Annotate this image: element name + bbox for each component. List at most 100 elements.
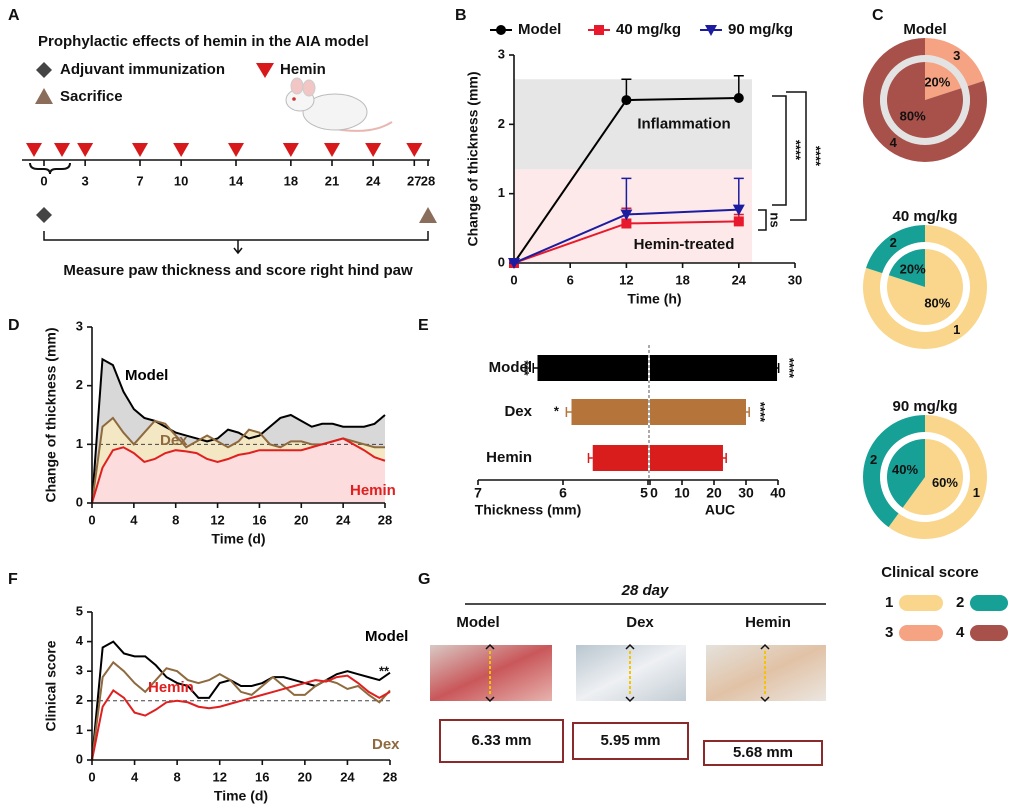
x-tick-label: 16 — [252, 512, 266, 527]
significance: ns — [768, 212, 783, 227]
donut-ring-segment — [866, 225, 925, 274]
series-line — [91, 660, 391, 761]
legend-label: 90 mg/kg — [728, 21, 793, 38]
legend-label: Hemin — [280, 61, 326, 78]
band-label: Hemin-treated — [634, 236, 735, 253]
series-label: Hemin — [148, 679, 194, 696]
error-bar — [621, 177, 632, 215]
y-tick-label: 2 — [76, 377, 83, 392]
day-label: 7 — [136, 173, 143, 188]
marker — [733, 92, 744, 103]
marker — [594, 25, 604, 35]
x-tick-label: 6 — [567, 272, 574, 287]
x2-tick-label: 10 — [674, 485, 690, 501]
x-tick-label: 24 — [732, 272, 747, 287]
legend-label: Adjuvant immunization — [60, 61, 225, 78]
hemin-dose — [173, 143, 190, 157]
series-label: Dex — [372, 736, 400, 753]
error-bar — [733, 177, 744, 210]
x-tick-label: 0 — [88, 512, 95, 527]
x2-tick-label: 0 — [650, 485, 658, 501]
x-tick-label: 12 — [210, 512, 224, 527]
day-label: 0 — [40, 173, 47, 188]
bar — [537, 355, 648, 381]
day-label: 3 — [82, 173, 89, 188]
legend-label: 40 mg/kg — [616, 21, 681, 38]
ring-label: 1 — [973, 485, 980, 500]
category-label: Hemin — [486, 449, 532, 466]
timeline-caption: Measure paw thickness and score right hi… — [63, 262, 413, 279]
measurement: 5.95 mm — [600, 732, 660, 749]
area-fill — [92, 438, 385, 503]
donut-title: 90 mg/kg — [892, 398, 957, 415]
x-tick-label: 20 — [298, 769, 312, 784]
significance: **** — [809, 146, 824, 167]
ring-gap — [880, 432, 970, 522]
donut-ring-segment — [888, 415, 987, 539]
significance: **** — [789, 140, 804, 161]
measurement: 6.33 mm — [471, 732, 531, 749]
value-label: 60% — [932, 475, 958, 490]
pie-slice — [902, 439, 964, 515]
series-line — [91, 640, 391, 761]
hemin-icon — [256, 63, 274, 78]
day-label: 21 — [325, 173, 339, 188]
significance: **** — [753, 402, 768, 423]
photo-title: 28 day — [621, 582, 669, 599]
legend-swatch — [899, 595, 943, 611]
series-label: Hemin — [350, 482, 396, 499]
column-label: Dex — [626, 614, 654, 631]
column-label: Hemin — [745, 614, 791, 631]
measurement-box — [572, 722, 689, 760]
x-tick-label: 16 — [255, 769, 269, 784]
x2-tick-label: 20 — [706, 485, 722, 501]
panel-label: E — [418, 317, 429, 334]
y-tick-label: 0 — [76, 494, 83, 509]
significance: **** — [782, 358, 797, 379]
x-tick-label: 24 — [336, 512, 351, 527]
ring-gap — [880, 242, 970, 332]
error-bar — [746, 407, 750, 417]
x-axis-title: Time (h) — [627, 291, 681, 307]
panel-label: A — [8, 7, 20, 24]
measure-caret — [760, 643, 770, 703]
sacrifice-mark — [419, 207, 437, 223]
marker — [705, 25, 717, 36]
donut-title: Model — [903, 21, 946, 38]
marker — [508, 258, 520, 269]
x-tick-label: 0 — [88, 769, 95, 784]
significance: * — [554, 403, 560, 418]
hemin-dose — [324, 143, 340, 157]
x-tick-label: 28 — [383, 769, 397, 784]
value-label: 40% — [892, 462, 918, 477]
brace — [29, 162, 71, 175]
legend-label: Model — [518, 21, 561, 38]
value-label: 20% — [900, 261, 926, 276]
y-tick-label: 1 — [76, 436, 83, 451]
marker — [496, 25, 506, 35]
y-tick-label: 1 — [76, 722, 83, 737]
error-bar — [587, 453, 593, 463]
hemin-dose — [26, 143, 42, 157]
arrow — [233, 240, 243, 255]
measurement: 5.68 mm — [733, 744, 793, 761]
legend-swatch — [899, 625, 943, 641]
mouse-illustration — [285, 77, 393, 132]
error-bar — [565, 407, 572, 417]
error-bar — [532, 363, 538, 373]
band — [514, 169, 752, 263]
hemin-dose — [54, 143, 70, 157]
y-tick-label: 0 — [498, 254, 505, 269]
immunization-mark — [36, 207, 52, 223]
sacrifice-icon — [35, 88, 53, 104]
timeline-title: Prophylactic effects of hemin in the AIA… — [38, 33, 369, 50]
y-axis-title: Change of thickness (mm) — [43, 327, 59, 502]
x-tick-label: 20 — [294, 512, 308, 527]
marker — [732, 204, 745, 216]
bar — [650, 445, 723, 471]
hemin-dose — [228, 143, 244, 157]
x-tick-label: 24 — [340, 769, 355, 784]
x-tick-label: 7 — [474, 485, 482, 501]
day-label: 24 — [366, 173, 381, 188]
series-label: Model — [125, 367, 168, 384]
